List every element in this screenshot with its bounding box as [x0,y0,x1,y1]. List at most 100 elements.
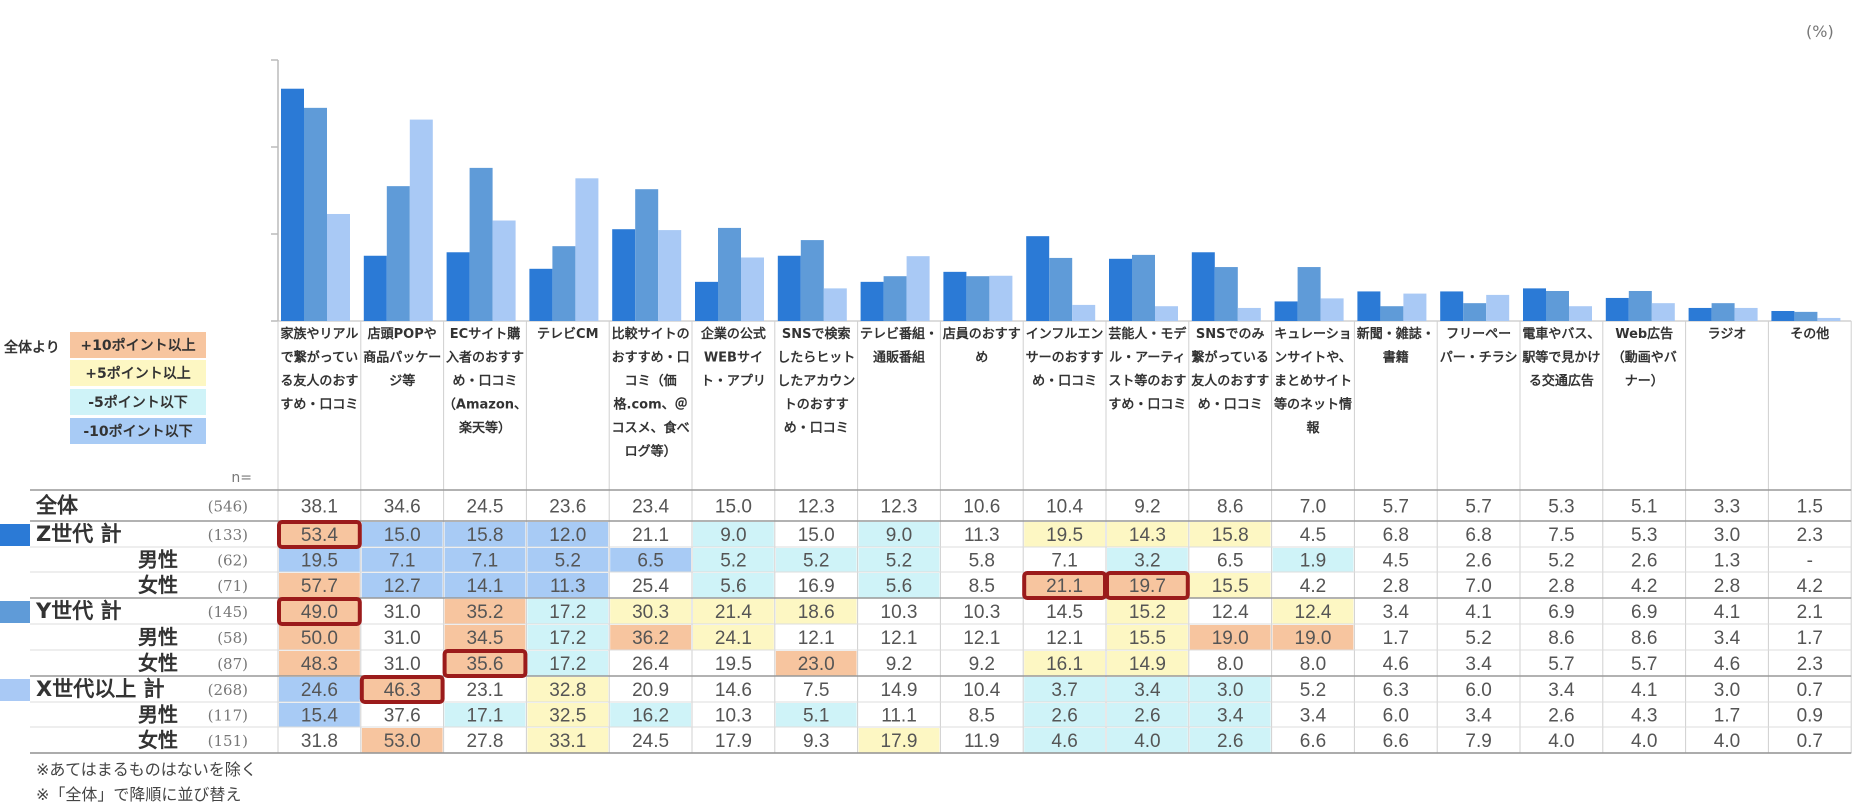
value-cell: 34.6 [384,497,421,518]
bar-3-10 [1072,304,1096,321]
cell-highlight [527,522,609,547]
value-cell: 23.1 [467,680,504,701]
value-cell: 5.2 [555,551,581,572]
cell-highlight [1189,625,1271,650]
value-cell: 21.1 [632,525,669,546]
column-header-2-line: 店頭POPや [368,326,437,342]
bar-2-10 [1049,257,1073,321]
cell-highlight [1189,573,1271,598]
value-cell: 7.1 [389,551,415,572]
legend-item-plus10: +10ポイント以上 [70,332,206,358]
value-cell: 6.6 [1383,731,1409,752]
value-cell: 4.1 [1465,602,1491,623]
bar-2-4 [552,246,576,321]
value-cell: 5.7 [1548,654,1574,675]
highlight-box [442,649,528,678]
column-header-5-line: 格.com、＠ [614,397,688,413]
cell-highlight [1107,651,1188,676]
row-n: (87) [217,655,248,673]
value-cell: 3.0 [1714,680,1740,701]
column-header-15-line: パー・チラシ [1440,351,1518,366]
cell-highlight [858,728,940,753]
value-cell: 0.9 [1797,706,1823,727]
cell-highlight [693,522,774,547]
column-header-3-line: （Amazon、 [443,397,527,413]
value-cell: 4.2 [1300,576,1326,597]
bar-1-8 [860,281,884,321]
value-cell: 31.0 [384,602,421,623]
value-cell: 2.6 [1134,706,1160,727]
bar-3-14 [1403,293,1427,321]
bar-3-5 [658,230,682,321]
value-cell: 3.4 [1217,706,1244,727]
bar-3-7 [823,288,847,321]
cell-highlight [361,573,443,598]
value-cell: 8.0 [1300,654,1326,675]
cell-highlight [858,522,940,547]
bar-3-9 [989,275,1013,321]
bar-1-17 [1605,297,1629,321]
value-cell: 11.9 [964,731,1000,752]
value-cell: 2.8 [1548,576,1574,597]
cell-highlight [693,625,774,650]
value-cell: 12.1 [881,628,918,649]
bar-2-8 [883,276,907,321]
column-header-12-line: 友人のおすす [1191,373,1269,389]
value-cell: 16.9 [798,576,835,597]
series-swatch [0,524,30,546]
cell-highlight [1107,625,1188,650]
cell-highlight [1024,703,1105,727]
value-cell: 5.2 [1300,680,1326,701]
value-cell: 49.0 [301,602,338,623]
value-cell: 24.6 [301,680,338,701]
column-header-15-line: フリーペー [1446,327,1511,342]
value-cell: 3.4 [1465,706,1492,727]
cell-highlight [1189,728,1271,753]
value-cell: 14.9 [881,680,918,701]
column-header-7-line: め・口コミ [784,421,849,436]
column-header-9-line: 店員のおすす [943,326,1021,342]
column-header-12-line: SNSでのみ [1196,327,1265,342]
bar-2-12 [1214,267,1238,321]
cell-highlight [279,651,360,676]
cell-highlight [361,548,443,572]
value-cell: 6.8 [1465,525,1491,546]
value-cell: 12.4 [1212,602,1249,623]
bar-2-3 [469,167,493,321]
value-cell: 25.4 [632,576,669,597]
cell-highlight [1024,651,1105,676]
value-cell: 4.2 [1631,576,1657,597]
bar-2-2 [386,186,410,321]
value-cell: 35.2 [467,602,504,623]
value-cell: 5.6 [720,576,746,597]
bar-3-6 [741,257,764,321]
value-cell: 5.1 [803,706,829,727]
value-cell: 5.2 [720,551,746,572]
column-header-11-line: すめ・口コミ [1108,398,1186,413]
column-header-4-line: テレビCM [537,326,598,342]
column-header-17-line: ナー） [1625,373,1664,389]
value-cell: 17.1 [467,706,504,727]
cell-highlight [1024,522,1105,547]
value-cell: 14.6 [715,680,752,701]
row-n: (71) [217,577,248,595]
value-cell: 3.4 [1300,706,1327,727]
column-header-16-line: る交通広告 [1529,373,1594,389]
footnote-2: ※「全体」で降順に並び替え [36,785,242,804]
column-header-3-line: ECサイト購 [450,326,520,342]
value-cell: 26.4 [632,654,669,675]
bar-3-16 [1569,306,1592,321]
value-cell: 7.5 [1548,525,1574,546]
value-cell: 6.9 [1548,602,1574,623]
cell-highlight [527,573,609,598]
bar-3-19 [1817,317,1841,321]
series-swatch [0,679,30,701]
column-header-11-line: ル・アーティ [1109,351,1185,366]
footnote-1: ※あてはまるものはないを除く [36,760,257,779]
cell-highlight [1272,599,1354,624]
value-cell: 4.0 [1631,731,1657,752]
row-label: 男性 [138,625,178,649]
value-cell: 32.5 [549,706,586,727]
row-n: (58) [217,629,248,647]
cell-highlight [1024,677,1105,702]
